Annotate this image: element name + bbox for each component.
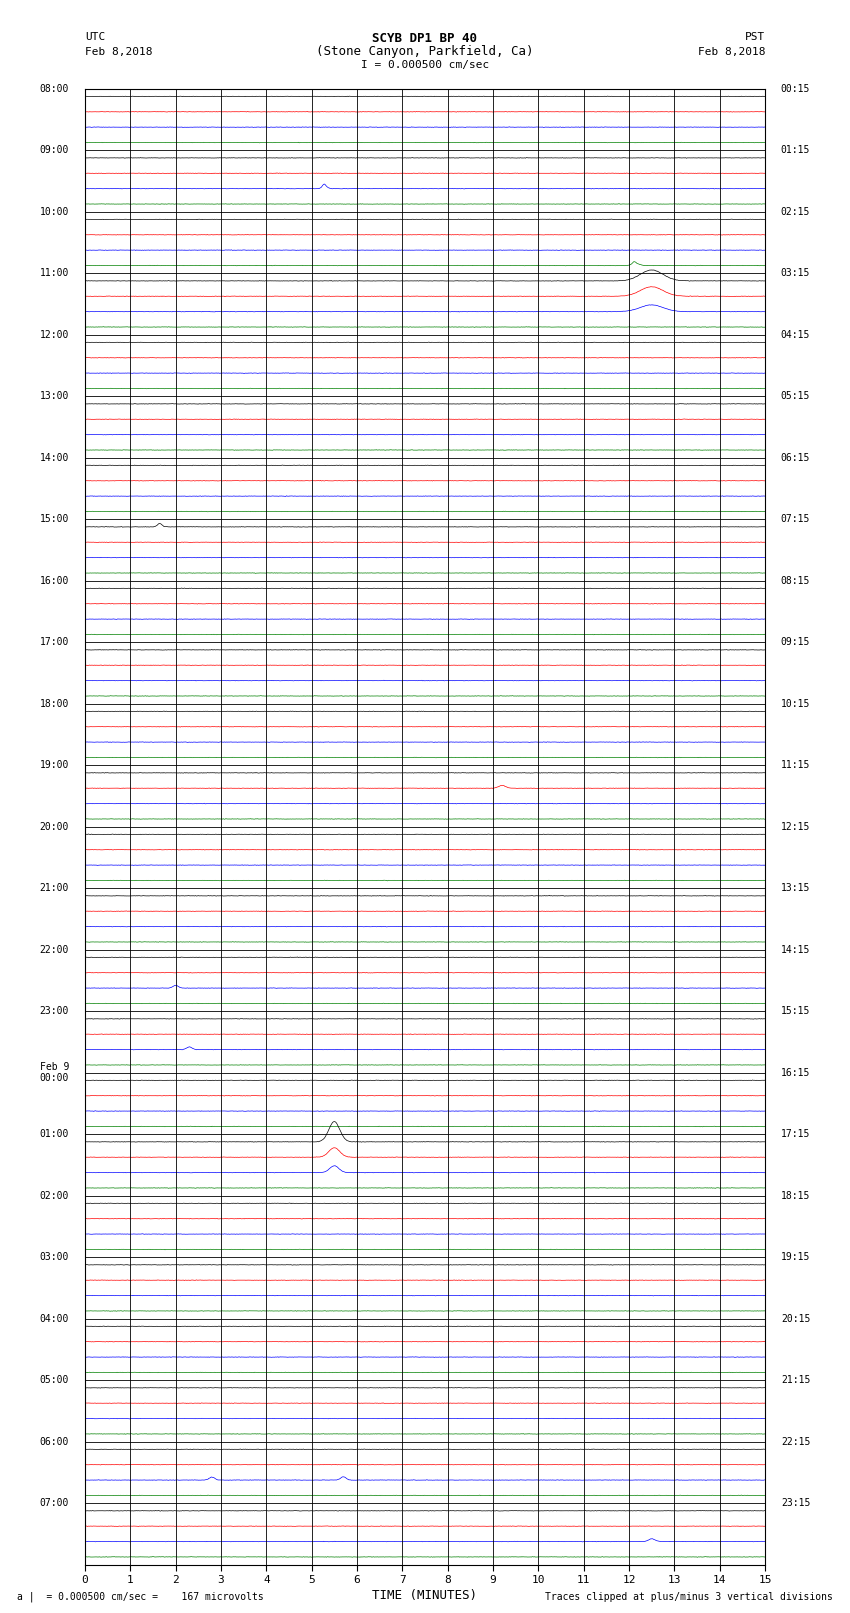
Text: 07:00: 07:00 (40, 1498, 69, 1508)
Text: 11:15: 11:15 (781, 760, 810, 769)
Text: 19:00: 19:00 (40, 760, 69, 769)
Text: Traces clipped at plus/minus 3 vertical divisions: Traces clipped at plus/minus 3 vertical … (545, 1592, 833, 1602)
Text: 00:15: 00:15 (781, 84, 810, 94)
Text: 12:15: 12:15 (781, 821, 810, 832)
Text: 15:00: 15:00 (40, 515, 69, 524)
Text: 10:00: 10:00 (40, 206, 69, 216)
Text: (Stone Canyon, Parkfield, Ca): (Stone Canyon, Parkfield, Ca) (316, 45, 534, 58)
Text: 06:00: 06:00 (40, 1437, 69, 1447)
Text: 04:00: 04:00 (40, 1313, 69, 1324)
Text: 20:15: 20:15 (781, 1313, 810, 1324)
Text: 02:15: 02:15 (781, 206, 810, 216)
Text: 14:00: 14:00 (40, 453, 69, 463)
Text: 11:00: 11:00 (40, 268, 69, 277)
Text: UTC: UTC (85, 32, 105, 42)
Text: 01:15: 01:15 (781, 145, 810, 155)
Text: Feb 9
00:00: Feb 9 00:00 (40, 1061, 69, 1084)
Text: 05:00: 05:00 (40, 1376, 69, 1386)
Text: 02:00: 02:00 (40, 1190, 69, 1200)
Text: 21:15: 21:15 (781, 1376, 810, 1386)
Text: 22:15: 22:15 (781, 1437, 810, 1447)
Text: 22:00: 22:00 (40, 945, 69, 955)
Text: 14:15: 14:15 (781, 945, 810, 955)
Text: 01:00: 01:00 (40, 1129, 69, 1139)
Text: 04:15: 04:15 (781, 329, 810, 340)
Text: 05:15: 05:15 (781, 392, 810, 402)
Text: 18:15: 18:15 (781, 1190, 810, 1200)
Text: 15:15: 15:15 (781, 1007, 810, 1016)
Text: Feb 8,2018: Feb 8,2018 (85, 47, 152, 56)
Text: 13:00: 13:00 (40, 392, 69, 402)
Text: Feb 8,2018: Feb 8,2018 (698, 47, 765, 56)
Text: PST: PST (745, 32, 765, 42)
Text: 09:00: 09:00 (40, 145, 69, 155)
Text: 16:15: 16:15 (781, 1068, 810, 1077)
Text: 03:00: 03:00 (40, 1252, 69, 1261)
Text: 19:15: 19:15 (781, 1252, 810, 1261)
Text: 17:15: 17:15 (781, 1129, 810, 1139)
Text: 08:15: 08:15 (781, 576, 810, 586)
Text: 06:15: 06:15 (781, 453, 810, 463)
Text: 07:15: 07:15 (781, 515, 810, 524)
Text: 20:00: 20:00 (40, 821, 69, 832)
Text: 23:15: 23:15 (781, 1498, 810, 1508)
X-axis label: TIME (MINUTES): TIME (MINUTES) (372, 1589, 478, 1602)
Text: 17:00: 17:00 (40, 637, 69, 647)
Text: 12:00: 12:00 (40, 329, 69, 340)
Text: 16:00: 16:00 (40, 576, 69, 586)
Text: 23:00: 23:00 (40, 1007, 69, 1016)
Text: 18:00: 18:00 (40, 698, 69, 708)
Text: 21:00: 21:00 (40, 884, 69, 894)
Text: 09:15: 09:15 (781, 637, 810, 647)
Text: I = 0.000500 cm/sec: I = 0.000500 cm/sec (361, 60, 489, 69)
Text: 08:00: 08:00 (40, 84, 69, 94)
Text: 10:15: 10:15 (781, 698, 810, 708)
Text: 03:15: 03:15 (781, 268, 810, 277)
Text: 13:15: 13:15 (781, 884, 810, 894)
Text: SCYB DP1 BP 40: SCYB DP1 BP 40 (372, 32, 478, 45)
Text: a |  = 0.000500 cm/sec =    167 microvolts: a | = 0.000500 cm/sec = 167 microvolts (17, 1590, 264, 1602)
